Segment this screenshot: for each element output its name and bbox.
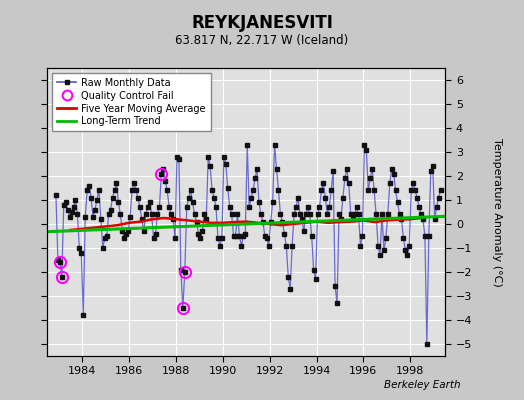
- Legend: Raw Monthly Data, Quality Control Fail, Five Year Moving Average, Long-Term Tren: Raw Monthly Data, Quality Control Fail, …: [52, 73, 211, 131]
- Text: 63.817 N, 22.717 W (Iceland): 63.817 N, 22.717 W (Iceland): [176, 34, 348, 47]
- Y-axis label: Temperature Anomaly (°C): Temperature Anomaly (°C): [492, 138, 502, 286]
- Text: REYKJANESVITI: REYKJANESVITI: [191, 14, 333, 32]
- Text: Berkeley Earth: Berkeley Earth: [385, 380, 461, 390]
